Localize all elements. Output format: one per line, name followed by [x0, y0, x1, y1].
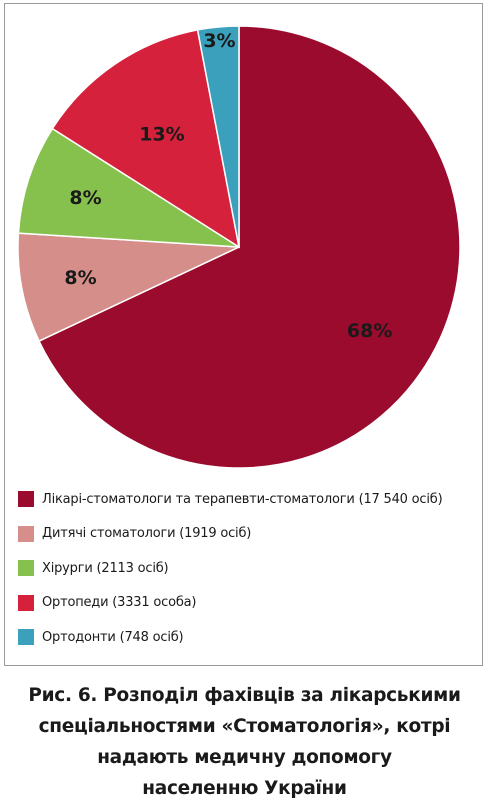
pie-slice [51, 29, 241, 249]
legend-label: Ортодонти (748 осіб) [42, 629, 184, 645]
pie-slice [17, 127, 240, 248]
slice-label: 8% [69, 187, 101, 209]
legend-label: Хірурги (2113 осіб) [42, 560, 169, 576]
legend-item: Дитячі стоматологи (1919 осіб) [18, 517, 483, 552]
figure-caption: Рис. 6. Розподіл фахівців за лікарськими… [0, 680, 489, 804]
caption-line: Рис. 6. Розподіл фахівців за лікарськими [28, 685, 461, 706]
pie-slice [17, 232, 240, 343]
chart-legend: Лікарі-стоматологи та терапевти-стоматол… [18, 482, 483, 655]
legend-swatch [18, 491, 34, 508]
legend-item: Хірурги (2113 осіб) [18, 551, 483, 586]
legend-swatch [18, 629, 34, 646]
slice-label: 3% [203, 30, 235, 52]
pie-slice [196, 25, 240, 248]
legend-item: Ортодонти (748 осіб) [18, 620, 483, 655]
legend-label: Лікарі-стоматологи та терапевти-стоматол… [42, 491, 443, 507]
slice-label: 68% [347, 320, 392, 342]
legend-swatch [18, 560, 34, 577]
slice-label: 8% [64, 267, 96, 289]
pie-chart: 68% 8% 8% 13% 3% [17, 25, 461, 469]
caption-line: надають медичну допомогу [97, 747, 392, 768]
legend-item: Ортопеди (3331 особа) [18, 586, 483, 621]
caption-line: спеціальностями «Стоматологія», котрі [38, 716, 451, 737]
slice-label: 13% [139, 124, 184, 146]
legend-swatch [18, 594, 34, 611]
legend-label: Дитячі стоматологи (1919 осіб) [42, 526, 252, 542]
legend-item: Лікарі-стоматологи та терапевти-стоматол… [18, 482, 483, 517]
pie-slice [38, 25, 461, 469]
caption-line: населенню України [142, 778, 347, 799]
legend-label: Ортопеди (3331 особа) [42, 595, 197, 611]
legend-swatch [18, 525, 34, 542]
